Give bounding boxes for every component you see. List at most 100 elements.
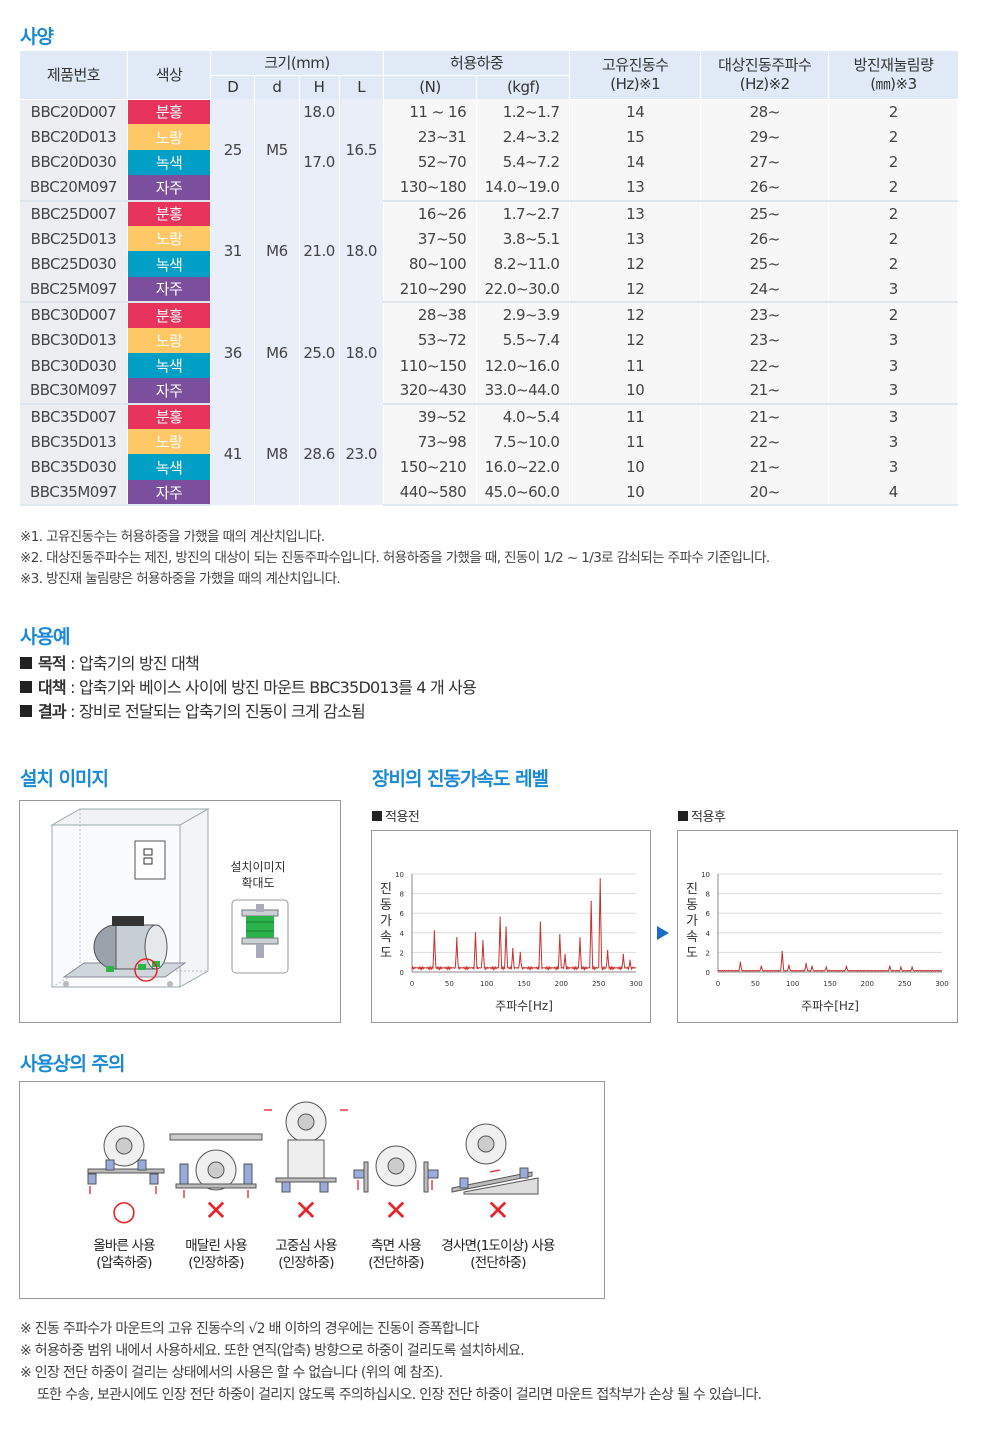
color-cell: 녹색 [127,251,212,277]
load-kgf: 16.0~22.0 [476,454,571,480]
table-row: BBC20D007 분홍 25 M5 18.0 16.5 11 ~ 16 1.2~1.7 14 2… [20,99,958,201]
x-tick-label: 150 [517,980,530,988]
dim-L: 18.0 [339,302,384,404]
natural-frequency: 14 [569,99,701,125]
table-row: BBC30D030 녹색 110~150 12.0~16.0 11 22~ 3 [20,352,958,379]
x-tick-label: 50 [445,980,454,988]
deflection: 3 [828,276,958,304]
dim-d: M6 [254,200,300,303]
natural-frequency: 13 [569,200,701,226]
spectrum-peak [559,934,561,936]
table-row: BBC35M097 자주 440~580 45.0~60.0 10 20~ 4 [20,479,958,507]
spectrum-peak [788,964,790,966]
caution-item-label: 올바른 사용 (압축하중) [93,1238,155,1271]
col-load: 허용하중 [383,51,571,76]
install-illustration: 설치이미지 확대도 [50,808,289,988]
y-axis-label: 도 [686,946,698,961]
color-cell: 노랑 [127,327,212,353]
caution-note-2: ※ 허용하중 범위 내에서 사용하세요. 또한 연직(압축) 방향으로 하중이 … [20,1343,525,1359]
natural-frequency: 11 [569,403,701,430]
spectrum-peak [564,953,566,955]
caution-item-label: 고중심 사용 (인장하중) [275,1238,337,1271]
load-N: 28~38 [383,302,478,328]
load-N: 210~290 [383,276,478,304]
table-row: BBC35D013 노랑 73~98 7.5~10.0 11 22~ 3 [20,429,958,455]
chart-before-box: 0 2 4 6 8 10 0 50 100 150 200 250 300 진 동 가 속 도 주파수[Hz] [371,830,651,1023]
load-N: 39~52 [383,403,478,430]
spectrum-line [411,878,637,972]
color-cell: 자주 [127,479,212,507]
ng-cross-icon: ✕ [294,1194,318,1227]
y-axis-label: 도 [380,946,392,961]
load-N: 52~70 [383,149,478,176]
dim-d: M5 [254,99,300,201]
y-axis-label: 진 [686,882,698,897]
natural-frequency: 12 [569,327,701,353]
deflection: 2 [828,124,958,150]
square-bullet-icon [20,681,32,693]
x-tick-label: 0 [716,980,720,988]
product-code: BBC25M097 [20,276,128,304]
table-row: BBC20M097 자주 130~180 14.0~19.0 13 26~ 2 [20,175,958,202]
color-cell: 분홍 [127,200,212,226]
y-tick-label: 2 [400,949,404,957]
color-cell: 자주 [127,175,212,202]
load-N: 11 ~ 16 [383,99,478,125]
col-size: 크기(mm) [210,51,384,76]
x-tick-label: 200 [555,980,568,988]
spectrum-peak [781,950,783,953]
col-color: 색상 [127,51,212,100]
x-tick-label: 300 [629,980,642,988]
deflection: 2 [828,149,958,176]
ng-cross-icon: ✕ [486,1194,510,1227]
deflection: 2 [828,302,958,328]
y-axis-label: 속 [686,930,698,945]
color-cell: 녹색 [127,149,212,176]
load-kgf: 5.4~7.2 [476,149,571,176]
note-1: ※1. 고유진동수는 허용하중을 가했을 때의 계산치입니다. [20,529,325,545]
load-kgf: 4.0~5.4 [476,403,571,430]
table-row: BBC25D030 녹색 80~100 8.2~11.0 12 25~ 2 [20,251,958,277]
y-axis-label: 동 [686,898,698,913]
deflection: 4 [828,479,958,507]
target-frequency: 28~ [700,99,830,125]
y-axis-label: 가 [380,914,392,929]
y-tick-label: 10 [701,871,710,879]
load-kgf: 14.0~19.0 [476,175,571,202]
target-frequency: 23~ [700,302,830,328]
square-bullet-icon [20,657,32,669]
natural-frequency: 11 [569,429,701,455]
spectrum-peak [539,921,542,923]
spectrum-peak [739,961,741,963]
caution-note-4: 또한 수송, 보관시에도 인장 전단 하중이 걸리지 않도록 주의하십시오. 인… [37,1387,762,1403]
spectrum-peak [519,951,521,953]
x-axis-label: 주파수[Hz] [801,999,859,1013]
spectrum-peak [474,932,477,934]
y-axis-label: 가 [686,914,698,929]
product-code: BBC35D013 [20,429,128,455]
caution-note-1: ※ 진동 주파수가 마운트의 고유 진동수의 √2 배 이하의 경우에는 진동이… [20,1321,479,1337]
caution-item-label: 측면 사용 (전단하중) [368,1238,424,1271]
table-row: BBC20D030 녹색 52~70 5.4~7.2 14 27~ 2 [20,149,958,176]
x-tick-label: 150 [823,980,836,988]
target-frequency: 26~ [700,175,830,202]
spectrum-peak [456,937,458,939]
caution-heading: 사용상의 주의 [20,1053,125,1075]
deflection: 2 [828,251,958,277]
x-tick-label: 250 [898,980,911,988]
deflection: 3 [828,327,958,353]
y-tick-label: 6 [400,910,405,918]
table-row: BBC30D013 노랑 53~72 5.5~7.4 12 23~ 3 [20,327,958,353]
spectrum-peak [825,966,827,968]
load-N: 23~31 [383,124,478,150]
target-frequency: 22~ [700,352,830,379]
color-cell: 분홍 [127,302,212,328]
load-N: 53~72 [383,327,478,353]
ok-circle-icon: ○ [111,1194,137,1227]
col-L: L [339,75,384,99]
caution-notes: ※ 진동 주파수가 마운트의 고유 진동수의 √2 배 이하의 경우에는 진동이… [20,1318,762,1406]
load-N: 320~430 [383,378,478,405]
dim-H: 25.0 [299,302,340,404]
spectrum-peak [499,916,501,918]
